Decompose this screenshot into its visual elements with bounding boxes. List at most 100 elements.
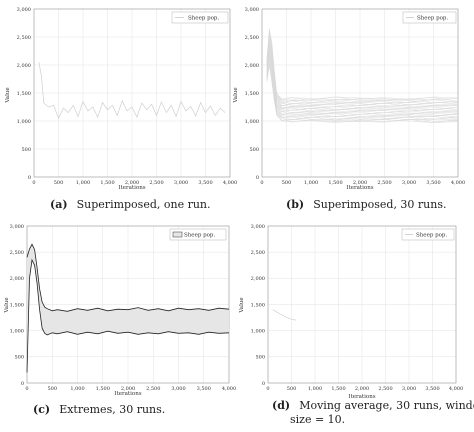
panel-a-x-ticks: 0 500 1,000 1,500 2,000 2,500 3,000 3,500 4,000 <box>32 180 237 186</box>
run-line <box>266 38 459 106</box>
x-tick-label: 1,000 <box>304 180 318 186</box>
x-tick-label: 2,500 <box>377 180 391 186</box>
panel-c-y-ticks: 0 500 1,000 1,500 2,000 2,500 3,000 <box>10 224 24 387</box>
panel-d-legend: Sheep pop. <box>401 228 455 241</box>
panel-d-grid <box>267 225 457 384</box>
panel-c-y-label: Value <box>4 297 10 313</box>
x-tick-label: 3,500 <box>197 386 211 392</box>
y-tick-label: 1,000 <box>245 119 259 125</box>
y-tick-label: 3,000 <box>17 7 31 13</box>
panel-b-data <box>266 28 459 124</box>
panel-c-data <box>26 243 230 373</box>
panel-d-legend-box <box>401 228 455 241</box>
y-tick-label: 0 <box>28 175 31 181</box>
panel-d-x-ticks: 0 500 1,000 1,500 2,000 2,500 3,000 3,500 4,000 <box>266 386 463 392</box>
y-tick-label: 1,500 <box>10 302 24 308</box>
y-tick-label: 500 <box>255 355 265 361</box>
panel-d-caption-label: (d) <box>272 399 290 412</box>
run-line <box>266 51 459 115</box>
x-tick-label: 4,000 <box>451 180 465 186</box>
panel-b-grid <box>261 8 459 178</box>
x-tick-label: 2,000 <box>125 180 139 186</box>
y-tick-label: 500 <box>21 147 31 153</box>
run-line <box>266 32 459 102</box>
panel-a-grid <box>33 8 231 178</box>
y-tick-label: 1,500 <box>245 91 259 97</box>
panel-c-caption-label: (c) <box>33 403 50 416</box>
panel-b-legend-box <box>402 11 457 24</box>
x-tick-label: 2,500 <box>378 386 392 392</box>
y-tick-label: 2,500 <box>10 250 24 256</box>
y-tick-label: 2,500 <box>245 35 259 41</box>
max-line <box>26 243 230 312</box>
panel-d-caption-text-1: Moving average, 30 runs, window <box>299 399 474 412</box>
panel-c-legend-swatch <box>172 231 183 238</box>
y-tick-label: 2,000 <box>245 63 259 69</box>
y-tick-label: 1,500 <box>17 91 31 97</box>
panel-d-caption-line-1: (d) Moving average, 30 runs, window <box>272 394 474 413</box>
run-line <box>266 29 459 102</box>
x-tick-label: 3,000 <box>402 386 416 392</box>
x-tick-label: 2,000 <box>353 180 367 186</box>
y-tick-label: 0 <box>256 175 259 181</box>
panel-c-x-label: Iterations <box>114 391 141 397</box>
x-tick-label: 3,500 <box>425 386 439 392</box>
x-tick-label: 3,500 <box>426 180 440 186</box>
y-tick-label: 3,000 <box>245 7 259 13</box>
x-tick-label: 3,000 <box>171 386 185 392</box>
panel-a-legend-label: Sheep pop. <box>188 16 219 22</box>
panel-a-y-ticks: 0 500 1,000 1,500 2,000 2,500 3,000 <box>17 7 31 181</box>
y-tick-label: 1,000 <box>251 328 265 334</box>
panel-a-legend: Sheep pop. <box>171 11 229 24</box>
y-tick-label: 2,000 <box>10 276 24 282</box>
panel-b-caption: (b) Superimposed, 30 runs. <box>286 193 447 212</box>
panel-d-data <box>272 309 297 321</box>
x-tick-label: 3,000 <box>402 180 416 186</box>
x-tick-label: 500 <box>287 386 297 392</box>
run-line <box>266 36 459 104</box>
panel-b-x-ticks: 0 500 1,000 1,500 2,000 2,500 3,000 3,500 4,000 <box>260 180 465 186</box>
x-tick-label: 1,000 <box>76 180 90 186</box>
panel-c-legend-box <box>169 228 227 241</box>
panel-d-legend-label: Sheep pop. <box>416 233 447 239</box>
y-tick-label: 1,000 <box>10 328 24 334</box>
panel-d-x-label: Iterations <box>348 394 375 400</box>
panel-c-grid <box>26 225 230 384</box>
x-tick-label: 3,000 <box>174 180 188 186</box>
panel-b-caption-text: Superimposed, 30 runs. <box>313 198 446 211</box>
x-tick-label: 2,000 <box>121 386 135 392</box>
min-line <box>26 258 230 373</box>
y-tick-label: 2,000 <box>251 276 265 282</box>
panel-a-x-label: Iterations <box>118 185 145 191</box>
run-line <box>266 35 459 107</box>
x-tick-label: 0 <box>266 386 269 392</box>
panel-a-legend-box <box>171 11 229 24</box>
run-line <box>266 56 459 121</box>
x-tick-label: 0 <box>260 180 263 186</box>
x-tick-label: 2,500 <box>146 386 160 392</box>
x-tick-label: 1,000 <box>70 386 84 392</box>
y-tick-label: 2,500 <box>251 250 265 256</box>
y-tick-label: 1,000 <box>17 119 31 125</box>
panel-b-y-ticks: 0 500 1,000 1,500 2,000 2,500 3,000 <box>245 7 259 181</box>
run-line <box>266 54 459 118</box>
panel-b-y-label: Value <box>233 87 239 103</box>
panel-a-caption-text: Superimposed, one run. <box>77 198 211 211</box>
run-line <box>266 45 459 114</box>
x-tick-label: 4,000 <box>222 386 236 392</box>
series-line <box>272 309 297 321</box>
x-tick-label: 2,000 <box>355 386 369 392</box>
panel-b-legend-label: Sheep pop. <box>417 16 448 22</box>
panel-b-caption-label: (b) <box>286 198 304 211</box>
y-tick-label: 3,000 <box>10 224 24 230</box>
panel-d-y-label: Value <box>239 297 245 313</box>
panel-a-plot-frame <box>33 8 231 178</box>
x-tick-label: 1,500 <box>331 386 345 392</box>
x-tick-label: 3,500 <box>198 180 212 186</box>
panel-c-legend: Sheep pop. <box>169 228 227 241</box>
panel-d-caption-line-2: size = 10. <box>290 413 345 426</box>
run-line <box>266 28 459 101</box>
y-tick-label: 0 <box>21 381 24 387</box>
y-tick-label: 500 <box>14 355 24 361</box>
